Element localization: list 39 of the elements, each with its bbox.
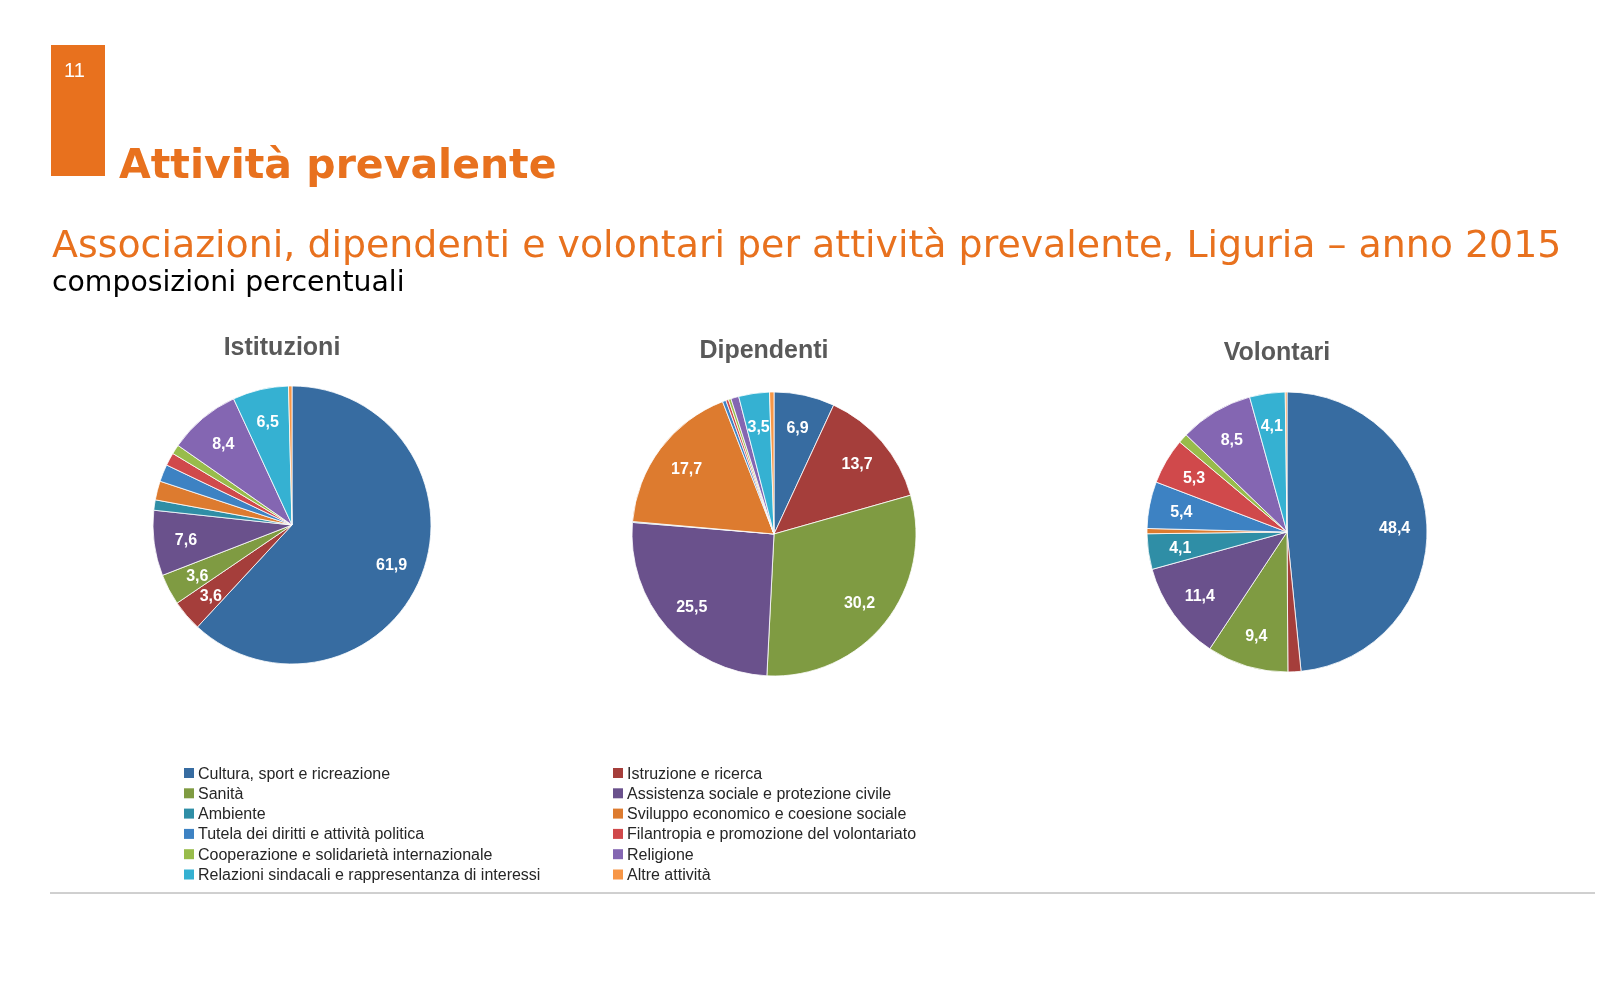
legend-label: Tutela dei diritti e attività politica [198,825,425,843]
data-label: 3,6 [186,566,209,584]
data-label: 3,5 [747,417,770,435]
chart-title: Dipendenti [699,335,829,363]
data-label: 8,5 [1220,430,1244,448]
text: Associazioni, dipendenti e volontari per attività prevalente, Liguria – anno 2015 [52,222,1562,266]
legend-label: Cultura, sport e ricreazione [198,764,391,782]
data-label: 8,4 [212,434,235,452]
legend-label: Istruzione e ricerca [627,764,763,782]
legend-label: Relazioni sindacali e rappresentanza di interessi [198,866,541,883]
text: composizioni percentuali [52,265,405,298]
data-label: 30,2 [843,593,876,611]
legend-label: Filantropia e promozione del volontariato [627,825,917,843]
text: 11 [64,59,85,81]
legend-label: Sanità [198,784,244,802]
data-label: 5,3 [1182,468,1206,486]
data-label: 9,4 [1245,626,1268,644]
data-label: 3,6 [199,586,223,604]
chart-title: Volontari [1223,337,1331,365]
data-label: 17,7 [670,459,703,477]
data-label: 7,6 [174,530,198,548]
data-label: 5,4 [1170,502,1193,520]
data-label: 6,5 [256,412,279,430]
data-label: 11,4 [1184,586,1216,604]
legend-label: Religione [627,845,694,863]
legend-label: Cooperazione e solidarietà internazionale [198,845,493,863]
chart-title: Istituzioni [223,332,341,360]
legend-label: Ambiente [198,805,266,823]
data-label: 48,4 [1379,518,1411,536]
data-label: 61,9 [376,555,408,573]
data-label: 4,1 [1260,416,1284,434]
text: Attività prevalente [119,140,557,188]
legend-label: Assistenza sociale e protezione civile [627,784,892,802]
data-label: 4,1 [1169,538,1192,556]
legend-label: Sviluppo economico e coesione sociale [627,805,907,823]
data-label: 25,5 [676,597,708,615]
legend-label: Altre attività [627,866,711,883]
data-label: 13,7 [841,454,873,472]
data-label: 6,9 [786,418,809,436]
